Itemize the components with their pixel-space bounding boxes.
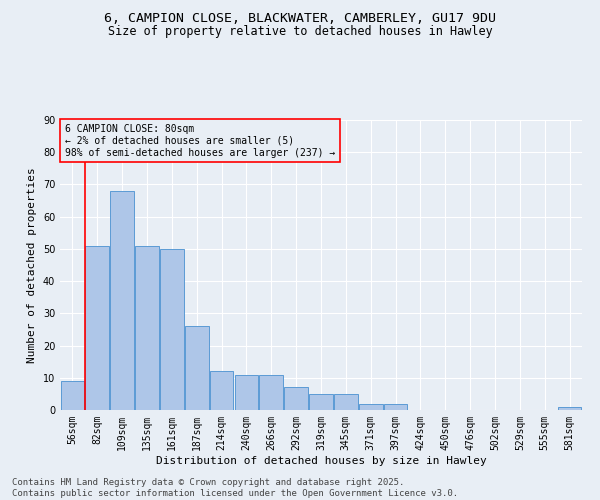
- Bar: [110, 191, 134, 410]
- Bar: [384, 404, 407, 410]
- Bar: [160, 249, 184, 410]
- Text: 6, CAMPION CLOSE, BLACKWATER, CAMBERLEY, GU17 9DU: 6, CAMPION CLOSE, BLACKWATER, CAMBERLEY,…: [104, 12, 496, 26]
- Bar: [558, 407, 581, 410]
- Bar: [135, 246, 159, 410]
- Bar: [85, 246, 109, 410]
- Bar: [235, 374, 258, 410]
- Y-axis label: Number of detached properties: Number of detached properties: [27, 167, 37, 363]
- Text: Contains HM Land Registry data © Crown copyright and database right 2025.
Contai: Contains HM Land Registry data © Crown c…: [12, 478, 458, 498]
- Bar: [359, 404, 383, 410]
- Bar: [334, 394, 358, 410]
- Text: Size of property relative to detached houses in Hawley: Size of property relative to detached ho…: [107, 25, 493, 38]
- Bar: [309, 394, 333, 410]
- Bar: [210, 372, 233, 410]
- Bar: [284, 388, 308, 410]
- X-axis label: Distribution of detached houses by size in Hawley: Distribution of detached houses by size …: [155, 456, 487, 466]
- Bar: [61, 381, 84, 410]
- Text: 6 CAMPION CLOSE: 80sqm
← 2% of detached houses are smaller (5)
98% of semi-detac: 6 CAMPION CLOSE: 80sqm ← 2% of detached …: [65, 124, 335, 158]
- Bar: [259, 374, 283, 410]
- Bar: [185, 326, 209, 410]
